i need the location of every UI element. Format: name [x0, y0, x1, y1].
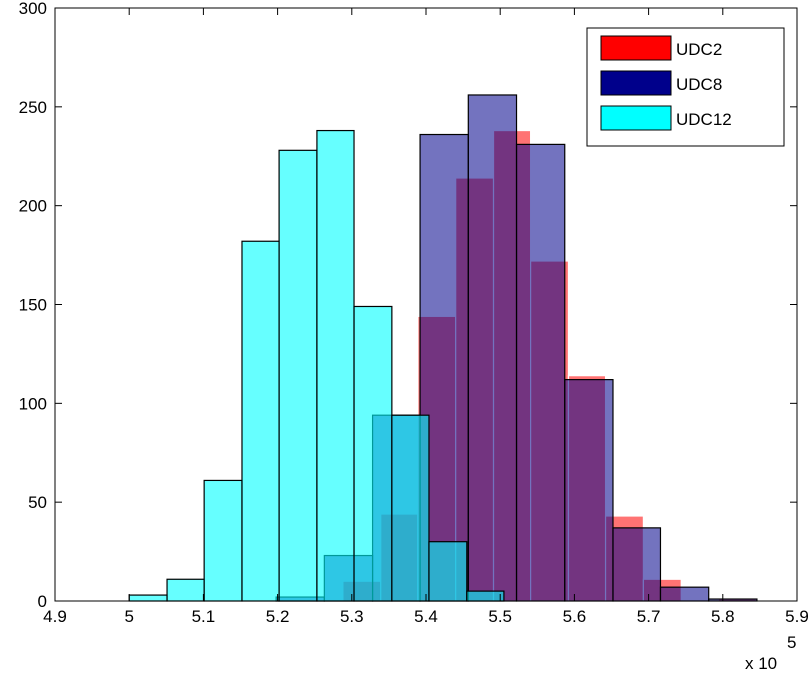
- x-multiplier-exponent: 5: [787, 633, 796, 652]
- x-tick-label: 5.3: [340, 607, 364, 626]
- legend-swatch-udc8: [600, 70, 672, 96]
- bar-udc8-4: [467, 94, 518, 602]
- legend-label-udc2: UDC2: [676, 40, 722, 59]
- histogram-bars: [128, 94, 758, 602]
- x-tick-label: 5.8: [711, 607, 735, 626]
- bar-udc8-5: [515, 143, 566, 602]
- legend-swatch-udc2: [600, 35, 672, 61]
- y-tick-label: 50: [28, 493, 47, 512]
- bar-udc12-4: [278, 149, 318, 602]
- legend-swatch-udc12: [600, 105, 672, 131]
- bar-udc12-2: [203, 479, 243, 602]
- y-tick-label: 150: [19, 296, 47, 315]
- bar-udc8-6: [564, 379, 614, 602]
- x-tick-label: 5.7: [637, 607, 661, 626]
- bar-udc12-0: [128, 594, 168, 602]
- axes: 4.9 5 5.1 5.2 5.3 5.4 5.5 5.6 5.7 5.8 5.9 0 50 100 150…: [19, 0, 809, 673]
- y-tick-label: 300: [19, 0, 47, 18]
- x-tick-label: 5.4: [414, 607, 438, 626]
- bar-udc12-5: [316, 129, 355, 602]
- bar-udc12-1: [166, 578, 205, 602]
- bar-udc8-7: [612, 527, 662, 602]
- y-tick-label: 200: [19, 197, 47, 216]
- y-tick-label: 100: [19, 394, 47, 413]
- x-multiplier-label: x 10: [745, 654, 777, 673]
- bar-udc12-6: [353, 305, 393, 602]
- y-tick-label: 250: [19, 98, 47, 117]
- bar-udc12-9: [466, 590, 505, 602]
- x-tick-label: 5.5: [488, 607, 512, 626]
- x-tick-label: 5.1: [192, 607, 216, 626]
- legend-label-udc8: UDC8: [676, 75, 722, 94]
- bar-udc12-3: [241, 240, 280, 602]
- bar-udc8-8: [659, 586, 710, 602]
- bar-udc12-8: [428, 541, 468, 602]
- series-udc12: [128, 129, 505, 602]
- x-tick-label: 5: [124, 607, 133, 626]
- x-tick-label: 5.9: [785, 607, 809, 626]
- legend-label-udc12: UDC12: [676, 110, 732, 129]
- x-tick-label: 5.6: [563, 607, 587, 626]
- legend: UDC2 UDC8 UDC12: [586, 27, 785, 147]
- y-tick-label: 0: [38, 592, 47, 611]
- x-tick-label: 5.2: [266, 607, 290, 626]
- bar-udc12-7: [391, 414, 430, 602]
- x-tick-label: 4.9: [43, 607, 67, 626]
